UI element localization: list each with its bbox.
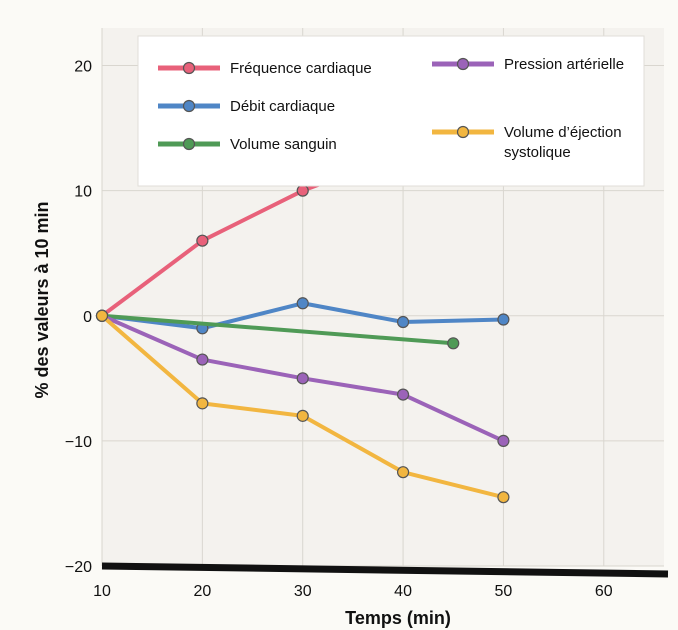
legend-marker-pression-arterielle (456, 57, 470, 71)
legend-label-volume-d-ejection-systolique: Volume d’éjection (504, 124, 622, 141)
legend-label-frequence-cardiaque: Fréquence cardiaque (230, 60, 372, 77)
x-axis-line (101, 562, 669, 578)
y-tick-label: −10 (65, 434, 92, 451)
legend-label-debit-cardiaque: Débit cardiaque (230, 98, 335, 115)
y-tick-label: −20 (65, 559, 92, 576)
data-point-volume-d-ejection-systolique (95, 309, 109, 322)
legend-label-pression-arterielle: Pression artérielle (504, 56, 624, 73)
data-point-debit-cardiaque (296, 297, 309, 310)
data-point-frequence-cardiaque (196, 234, 209, 247)
legend-label-volume-sanguin: Volume sanguin (230, 136, 337, 153)
y-tick-label: 10 (74, 184, 92, 201)
series-line-volume-sanguin (101, 313, 454, 346)
legend-marker-volume-d-ejection-systolique (456, 125, 470, 139)
data-point-debit-cardiaque (396, 315, 410, 329)
y-tick-label: 0 (83, 309, 92, 326)
x-tick-label: 40 (394, 583, 412, 600)
data-point-pression-arterielle (296, 372, 309, 385)
data-point-volume-d-ejection-systolique (296, 409, 309, 422)
legend-box (137, 35, 645, 187)
y-axis-title: % des valeurs à 10 min (32, 201, 52, 398)
data-point-volume-sanguin (447, 337, 460, 350)
data-point-pression-arterielle (497, 434, 510, 447)
x-axis-title: Temps (min) (345, 608, 451, 628)
legend-label-volume-d-ejection-systolique: systolique (504, 144, 571, 161)
axes: 10 20 30 40 50 60 20 10 0 −10 −20 (65, 59, 669, 600)
legend-marker-frequence-cardiaque (182, 61, 196, 75)
data-point-pression-arterielle (396, 388, 410, 401)
x-tick-label: 10 (93, 583, 111, 600)
data-point-pression-arterielle (196, 353, 209, 366)
data-point-volume-d-ejection-systolique (497, 491, 510, 504)
legend-marker-volume-sanguin (182, 137, 196, 151)
data-point-debit-cardiaque (497, 313, 510, 326)
legend: Fréquence cardiaque Débit cardiaque Volume… (137, 35, 645, 187)
x-tick-label: 60 (595, 583, 613, 600)
data-point-volume-d-ejection-systolique (396, 466, 410, 479)
series-group (95, 109, 510, 504)
x-tick-label: 50 (495, 583, 513, 600)
legend-marker-debit-cardiaque (182, 99, 196, 113)
data-point-volume-d-ejection-systolique (196, 397, 209, 410)
data-point-frequence-cardiaque (296, 184, 309, 197)
y-tick-label: 20 (74, 59, 92, 76)
x-tick-label: 20 (193, 583, 211, 600)
x-tick-label: 30 (294, 583, 312, 600)
